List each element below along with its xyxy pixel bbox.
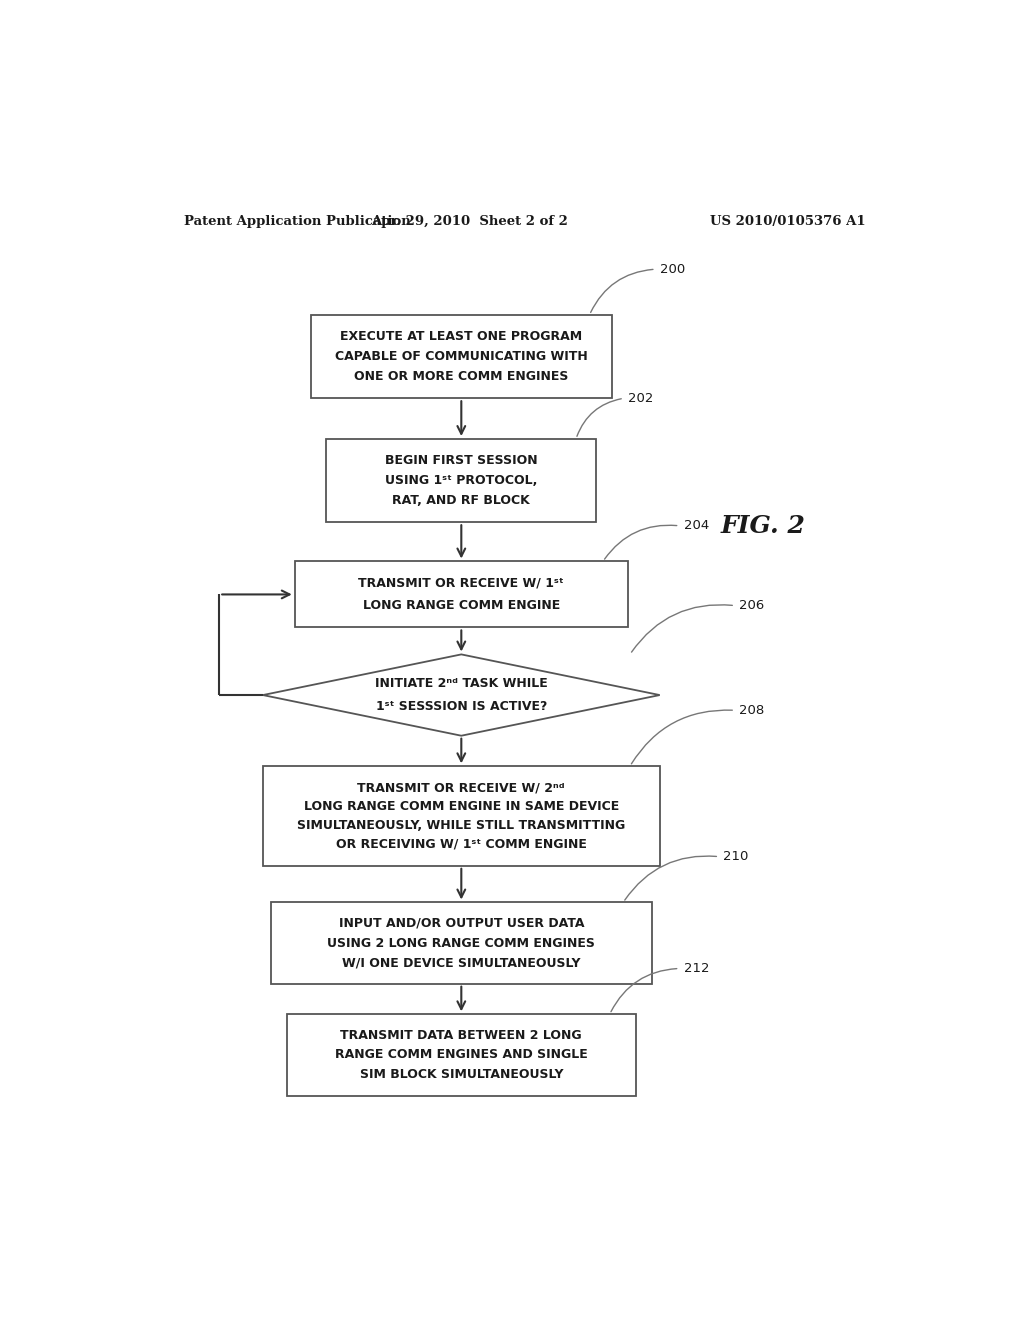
Bar (327, 440, 596, 523)
Bar (287, 1014, 636, 1096)
Text: W/I ONE DEVICE SIMULTANEOUSLY: W/I ONE DEVICE SIMULTANEOUSLY (342, 956, 581, 969)
Text: 200: 200 (659, 263, 685, 276)
Text: INPUT AND/OR OUTPUT USER DATA: INPUT AND/OR OUTPUT USER DATA (339, 917, 584, 929)
Text: USING 2 LONG RANGE COMM ENGINES: USING 2 LONG RANGE COMM ENGINES (328, 937, 595, 949)
Bar (270, 903, 651, 983)
Text: FIG. 2: FIG. 2 (721, 515, 805, 539)
Text: SIM BLOCK SIMULTANEOUSLY: SIM BLOCK SIMULTANEOUSLY (359, 1068, 563, 1081)
Polygon shape (263, 655, 659, 735)
FancyArrowPatch shape (625, 857, 717, 900)
Text: LONG RANGE COMM ENGINE IN SAME DEVICE: LONG RANGE COMM ENGINE IN SAME DEVICE (304, 800, 618, 813)
Text: 1ˢᵗ SESSSION IS ACTIVE?: 1ˢᵗ SESSSION IS ACTIVE? (376, 700, 547, 713)
Text: Patent Application Publication: Patent Application Publication (183, 215, 411, 228)
Text: INITIATE 2ⁿᵈ TASK WHILE: INITIATE 2ⁿᵈ TASK WHILE (375, 677, 548, 690)
Text: EXECUTE AT LEAST ONE PROGRAM: EXECUTE AT LEAST ONE PROGRAM (340, 330, 583, 343)
Text: RAT, AND RF BLOCK: RAT, AND RF BLOCK (392, 494, 530, 507)
FancyArrowPatch shape (577, 399, 622, 437)
Text: 204: 204 (684, 519, 709, 532)
Text: LONG RANGE COMM ENGINE: LONG RANGE COMM ENGINE (362, 599, 560, 612)
Bar (295, 561, 628, 627)
Text: OR RECEIVING W/ 1ˢᵗ COMM ENGINE: OR RECEIVING W/ 1ˢᵗ COMM ENGINE (336, 838, 587, 850)
Text: 202: 202 (628, 392, 653, 405)
Text: US 2010/0105376 A1: US 2010/0105376 A1 (711, 215, 866, 228)
Text: Apr. 29, 2010  Sheet 2 of 2: Apr. 29, 2010 Sheet 2 of 2 (371, 215, 567, 228)
FancyArrowPatch shape (632, 605, 732, 652)
Text: TRANSMIT OR RECEIVE W/ 2ⁿᵈ: TRANSMIT OR RECEIVE W/ 2ⁿᵈ (357, 781, 565, 795)
FancyArrowPatch shape (591, 269, 653, 313)
Text: TRANSMIT DATA BETWEEN 2 LONG: TRANSMIT DATA BETWEEN 2 LONG (341, 1028, 582, 1041)
Text: 206: 206 (739, 599, 764, 612)
Text: 208: 208 (739, 704, 764, 717)
FancyArrowPatch shape (604, 525, 677, 560)
Text: TRANSMIT OR RECEIVE W/ 1ˢᵗ: TRANSMIT OR RECEIVE W/ 1ˢᵗ (358, 577, 564, 590)
Bar (263, 766, 659, 866)
Text: RANGE COMM ENGINES AND SINGLE: RANGE COMM ENGINES AND SINGLE (335, 1048, 588, 1061)
FancyArrowPatch shape (611, 969, 677, 1011)
Text: USING 1ˢᵗ PROTOCOL,: USING 1ˢᵗ PROTOCOL, (385, 474, 538, 487)
Bar (310, 315, 612, 399)
Text: BEGIN FIRST SESSION: BEGIN FIRST SESSION (385, 454, 538, 467)
Text: 210: 210 (723, 850, 749, 863)
Text: CAPABLE OF COMMUNICATING WITH: CAPABLE OF COMMUNICATING WITH (335, 350, 588, 363)
Text: SIMULTANEOUSLY, WHILE STILL TRANSMITTING: SIMULTANEOUSLY, WHILE STILL TRANSMITTING (297, 818, 626, 832)
Text: ONE OR MORE COMM ENGINES: ONE OR MORE COMM ENGINES (354, 371, 568, 383)
Text: 212: 212 (684, 962, 709, 975)
FancyArrowPatch shape (632, 710, 732, 764)
